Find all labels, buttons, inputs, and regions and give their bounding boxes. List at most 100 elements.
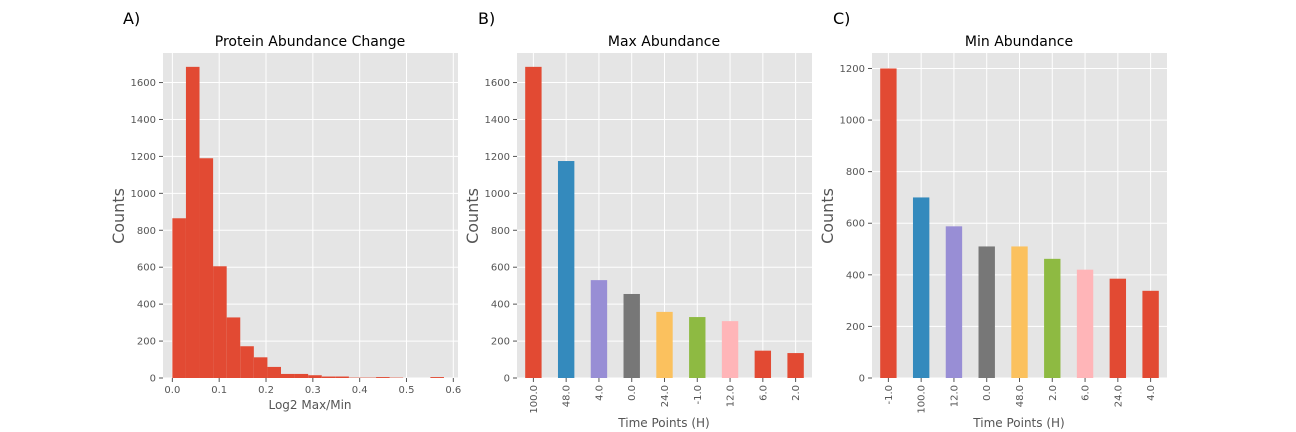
histogram-bar [253,357,268,378]
x-tick-label: 0.0 [164,385,180,396]
x-tick-label: 12.0 [726,385,737,407]
bar-24.0 [656,311,673,378]
bar-2.0 [787,353,804,378]
bar-6.0 [1076,269,1094,378]
bar-100.0 [912,197,930,378]
x-tick-label: 0.1 [211,385,227,396]
x-tick-label: 12.0 [949,385,960,407]
bar-4.0 [1142,290,1159,378]
x-tick-label: 2.0 [791,385,802,401]
histogram-bar [308,375,322,378]
panel-c: C) Min Abundance -1.0 100.0 12.0 0.0 48.0 2.0… [818,9,1167,430]
bar-2.0 [1044,258,1061,378]
x-tick-label: 24.0 [1113,385,1124,407]
histogram-bar [267,366,281,378]
y-tick-label: 0 [150,374,156,385]
x-tick-label: 100.0 [917,385,928,414]
y-tick-label: 1600 [131,78,156,89]
x-tick-label: 6.0 [1081,385,1092,401]
bar-4.0 [590,280,608,378]
y-tick-label: 400 [491,300,510,311]
y-tick-label: 1600 [485,78,510,89]
histogram-bar [335,376,349,378]
y-tick-label: 1000 [131,189,156,200]
y-tick-label: 400 [846,270,865,281]
x-tick-label: 48.0 [562,385,573,407]
panel-a-ylabel: Counts [109,188,128,244]
histogram-bar [376,377,390,378]
panel-a-title: Protein Abundance Change [215,34,405,50]
y-tick-label: 600 [137,263,156,274]
bar-100.0 [525,66,542,379]
panel-b-x-ticks: 100.0 48.0 4.0 0.0 24.0 -1.0 12.0 6.0 2.0 [529,378,802,414]
histogram-bar [199,158,214,378]
y-tick-label: 200 [137,337,156,348]
panel-c-xlabel: Time Points (H) [972,416,1064,430]
x-tick-label: -1.0 [884,385,895,405]
histogram-bar [294,373,309,378]
y-tick-label: 200 [491,337,510,348]
histogram-bar [321,376,336,378]
bar-6.0 [754,350,772,378]
histogram-bar [281,373,295,378]
x-tick-label: 0.0 [627,385,638,401]
panel-a-xlabel: Log2 Max/Min [268,398,351,412]
y-tick-label: 1200 [485,152,510,163]
panel-b-bars [525,66,804,379]
panel-a-x-ticks: 0.0 0.1 0.2 0.3 0.4 0.5 0.6 [164,378,461,396]
histogram-bar [240,346,254,378]
histogram-bar [226,317,241,378]
panel-b-letter: B) [478,9,495,28]
bar--1.0 [689,317,706,378]
y-tick-label: 200 [846,322,865,333]
histogram-bar [430,377,444,378]
y-tick-label: 800 [846,167,865,178]
panel-b-xlabel: Time Points (H) [617,416,709,430]
y-tick-label: 600 [491,263,510,274]
y-tick-label: 1400 [485,115,510,126]
bar-48.0 [557,161,575,378]
y-tick-label: 600 [846,219,865,230]
x-tick-label: 0.5 [399,385,415,396]
y-tick-label: 1400 [131,115,156,126]
x-tick-label: 4.0 [1146,385,1157,401]
x-tick-label: -1.0 [693,385,704,405]
y-tick-label: 800 [137,226,156,237]
panel-b-y-ticks: 0 200 400 600 800 1000 1200 1400 1600 [485,78,517,385]
histogram-bar [185,66,200,379]
panel-c-y-ticks: 0 200 400 600 800 1000 1200 [840,64,872,385]
y-tick-label: 400 [137,300,156,311]
bar-0.0 [978,246,995,378]
histogram-bar [213,266,227,378]
x-tick-label: 0.2 [258,385,274,396]
x-tick-label: 0.4 [352,385,368,396]
y-tick-label: 1000 [840,116,865,127]
bar-12.0 [721,321,739,378]
panel-b: B) Max Abundance 100.0 48.0 4.0 0.0 24.0 -1.0… [463,9,812,430]
y-tick-label: 1200 [840,64,865,75]
x-tick-label: 48.0 [1015,385,1026,407]
panel-a-letter: A) [123,9,140,28]
bar--1.0 [880,68,897,378]
y-tick-label: 0 [504,374,510,385]
x-tick-label: 2.0 [1048,385,1059,401]
panel-c-ylabel: Counts [818,188,837,244]
x-tick-label: 24.0 [660,385,671,407]
x-tick-label: 0.3 [305,385,321,396]
panel-b-ylabel: Counts [463,188,482,244]
y-tick-label: 0 [859,374,865,385]
bar-0.0 [623,293,640,378]
y-tick-label: 800 [491,226,510,237]
panel-b-title: Max Abundance [608,34,720,50]
x-tick-label: 0.6 [445,385,461,396]
panel-a: A) Protein Abundance Change 0.0 0.1 0.2 0.3… [109,9,461,412]
x-tick-label: 0.0 [982,385,993,401]
panel-c-letter: C) [833,9,850,28]
x-tick-label: 100.0 [529,385,540,414]
bar-12.0 [945,226,963,378]
y-tick-label: 1200 [131,152,156,163]
panel-c-bars [880,68,1159,378]
x-tick-label: 6.0 [758,385,769,401]
panel-a-bars [172,66,444,379]
